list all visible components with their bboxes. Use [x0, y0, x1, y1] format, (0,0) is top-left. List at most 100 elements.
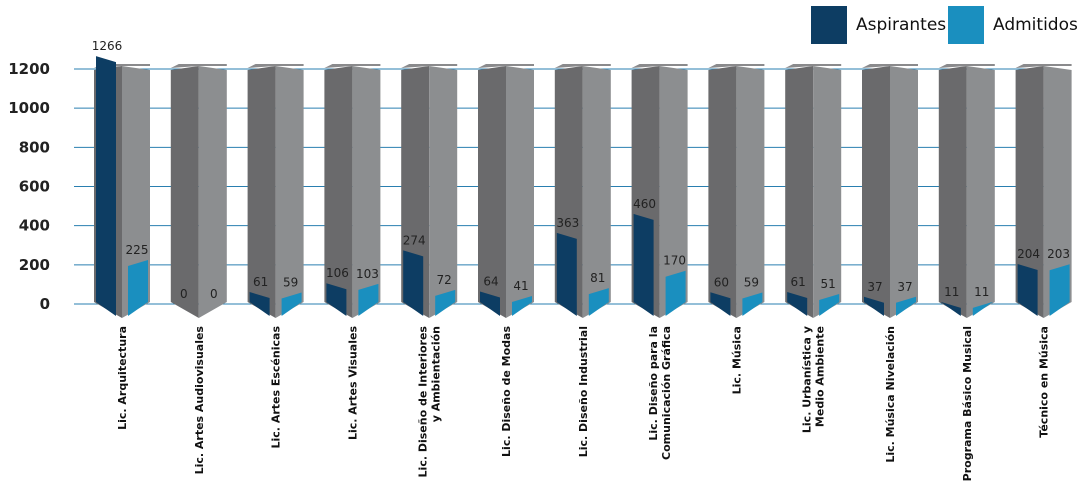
x-tick-label: Lic. Arquitectura: [116, 326, 129, 430]
column-back-right: [429, 66, 458, 318]
data-label-aspirantes: 460: [633, 197, 656, 211]
column-back-left: [1015, 66, 1044, 318]
data-label-admitidos: 41: [513, 279, 528, 293]
x-tick-label: Lic. Artes Escénicas: [270, 326, 283, 449]
column-back-left: [862, 66, 890, 318]
y-tick-label: 0: [40, 295, 50, 313]
bar-admitidos: [588, 288, 609, 316]
x-axis: Lic. Arquitectura Lic. Artes Audiovisuale…: [116, 326, 1051, 482]
column-back-left: [708, 66, 737, 318]
column-back-left: [170, 66, 199, 318]
bar-admitidos: [435, 289, 456, 316]
column-back-right: [275, 66, 304, 318]
bar-admitidos: [358, 283, 379, 316]
column-back-left: [938, 66, 967, 318]
data-label-admitidos: 11: [974, 285, 989, 299]
column-back-left: [247, 66, 276, 318]
y-tick-label: 200: [19, 256, 50, 274]
data-label-aspirantes: 106: [326, 266, 349, 280]
data-label-admitidos: 59: [283, 275, 298, 289]
data-label-aspirantes: 61: [791, 275, 806, 289]
column-back-left: [785, 66, 814, 318]
column-back-right: [1043, 66, 1072, 318]
column-back-left: [478, 66, 506, 318]
y-tick-label: 600: [19, 178, 50, 196]
bar-aspirantes: [864, 296, 884, 316]
data-label-aspirantes: 37: [867, 280, 882, 294]
bar-aspirantes: [326, 283, 347, 316]
data-label-aspirantes: 11: [944, 285, 959, 299]
bar-admitidos: [742, 292, 763, 316]
bar-aspirantes: [96, 56, 116, 316]
legend-swatch-admitidos: [948, 6, 984, 44]
column-back-right: [352, 66, 381, 318]
data-label-admitidos: 170: [663, 254, 686, 268]
x-tick-label: Lic. Música Nivelación: [884, 326, 897, 463]
column-back-right: [506, 66, 534, 318]
column-back-right: [122, 66, 150, 318]
x-tick-label: Técnico en Música: [1038, 326, 1051, 438]
legend-item-aspirantes: Aspirantes: [811, 5, 946, 45]
data-label-aspirantes: 0: [180, 287, 188, 301]
data-label-admitidos: 51: [821, 277, 836, 291]
bar-aspirantes: [787, 292, 808, 316]
data-label-admitidos: 0: [210, 287, 218, 301]
x-tick-label: Lic. Artes Visuales: [346, 326, 359, 440]
data-label-admitidos: 37: [897, 280, 912, 294]
bar-admitidos: [972, 301, 993, 316]
x-tick-label: Medio Ambiente: [814, 326, 827, 427]
bar-admitidos: [665, 270, 686, 316]
bar-admitidos: [128, 259, 148, 316]
bar-aspirantes: [1017, 264, 1038, 316]
bar-admitidos: [512, 295, 532, 316]
x-tick-label: Lic. Diseño Industrial: [577, 326, 590, 457]
column-back-right: [736, 66, 765, 318]
bar-admitidos: [896, 296, 916, 316]
legend-label-admitidos: Admitidos: [993, 15, 1078, 35]
data-label-aspirantes: 274: [403, 233, 426, 247]
x-tick-label: Programa Básico Musical: [961, 326, 974, 481]
bar-aspirantes: [403, 250, 424, 316]
data-label-admitidos: 81: [590, 271, 605, 285]
x-tick-label: Lic. Artes Audiovisuales: [193, 326, 206, 475]
bar-aspirantes: [249, 292, 270, 316]
x-tick-label: Lic. Diseño de Interiores: [417, 326, 430, 478]
data-label-aspirantes: 61: [253, 275, 268, 289]
data-label-admitidos: 59: [744, 275, 759, 289]
column-back-right: [659, 66, 688, 318]
bars: 1266 225 0 0 61 59 106 103 274 72 64 41 363 81 460 170 6…: [92, 39, 1072, 318]
y-tick-label: 1000: [8, 99, 50, 117]
bar-aspirantes: [940, 301, 961, 316]
bar-admitidos: [819, 294, 840, 316]
y-tick-label: 400: [19, 217, 50, 235]
bar-aspirantes: [710, 292, 731, 316]
column-back-right: [890, 66, 918, 318]
x-tick-label: Comunicación Gráfica: [660, 326, 673, 460]
bar-aspirantes: [556, 232, 577, 316]
x-tick-label: Lic. Diseño de Modas: [500, 326, 513, 457]
y-tick-label: 800: [19, 138, 50, 156]
x-tick-label: Lic. Música: [730, 326, 743, 394]
x-tick-label: Lic. Urbanística y: [801, 326, 814, 433]
y-axis: 0 200 400 600 800 1000 1200: [8, 60, 50, 313]
legend-item-admitidos: Admitidos: [948, 5, 1078, 45]
bar-admitidos: [281, 292, 302, 316]
column-back-right: [966, 66, 995, 318]
bar-aspirantes: [480, 291, 500, 316]
data-label-admitidos: 72: [437, 273, 452, 287]
data-label-aspirantes: 1266: [92, 39, 123, 53]
y-tick-label: 1200: [8, 60, 50, 78]
column-back-right: [813, 66, 842, 318]
data-label-admitidos: 225: [126, 243, 149, 257]
legend-label-aspirantes: Aspirantes: [856, 15, 947, 35]
column-back-left: [324, 66, 353, 318]
data-label-aspirantes: 363: [556, 216, 579, 230]
data-label-admitidos: 103: [356, 267, 379, 281]
x-tick-label: y Ambientación: [430, 326, 443, 422]
legend-swatch-aspirantes: [811, 6, 847, 44]
column-back-right: [198, 66, 227, 318]
x-tick-label: Lic. Diseño para la: [647, 326, 660, 441]
data-label-aspirantes: 60: [714, 275, 729, 289]
column-back-right: [582, 66, 611, 318]
